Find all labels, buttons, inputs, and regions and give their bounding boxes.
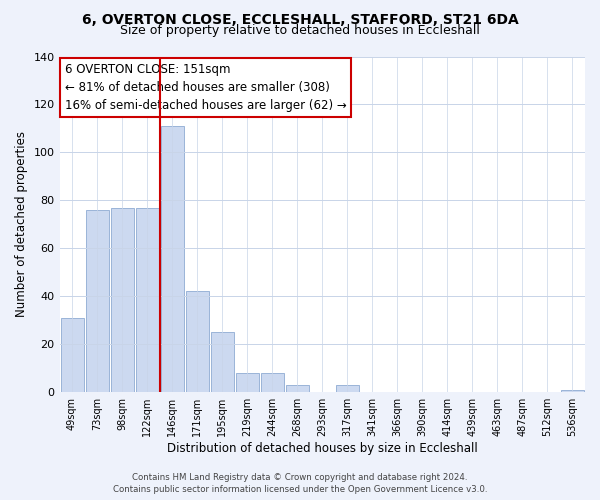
Bar bbox=[86, 210, 109, 392]
Text: Contains HM Land Registry data © Crown copyright and database right 2024.
Contai: Contains HM Land Registry data © Crown c… bbox=[113, 472, 487, 494]
Bar bbox=[561, 390, 584, 392]
Text: 6, OVERTON CLOSE, ECCLESHALL, STAFFORD, ST21 6DA: 6, OVERTON CLOSE, ECCLESHALL, STAFFORD, … bbox=[82, 12, 518, 26]
X-axis label: Distribution of detached houses by size in Eccleshall: Distribution of detached houses by size … bbox=[167, 442, 478, 455]
Bar bbox=[110, 208, 134, 392]
Bar bbox=[261, 373, 284, 392]
Bar bbox=[336, 385, 359, 392]
Bar bbox=[185, 292, 209, 392]
Text: 6 OVERTON CLOSE: 151sqm
← 81% of detached houses are smaller (308)
16% of semi-d: 6 OVERTON CLOSE: 151sqm ← 81% of detache… bbox=[65, 63, 347, 112]
Bar bbox=[211, 332, 233, 392]
Bar bbox=[61, 318, 83, 392]
Bar bbox=[236, 373, 259, 392]
Y-axis label: Number of detached properties: Number of detached properties bbox=[15, 132, 28, 318]
Bar bbox=[286, 385, 309, 392]
Bar bbox=[136, 208, 158, 392]
Text: Size of property relative to detached houses in Eccleshall: Size of property relative to detached ho… bbox=[120, 24, 480, 37]
Bar bbox=[161, 126, 184, 392]
